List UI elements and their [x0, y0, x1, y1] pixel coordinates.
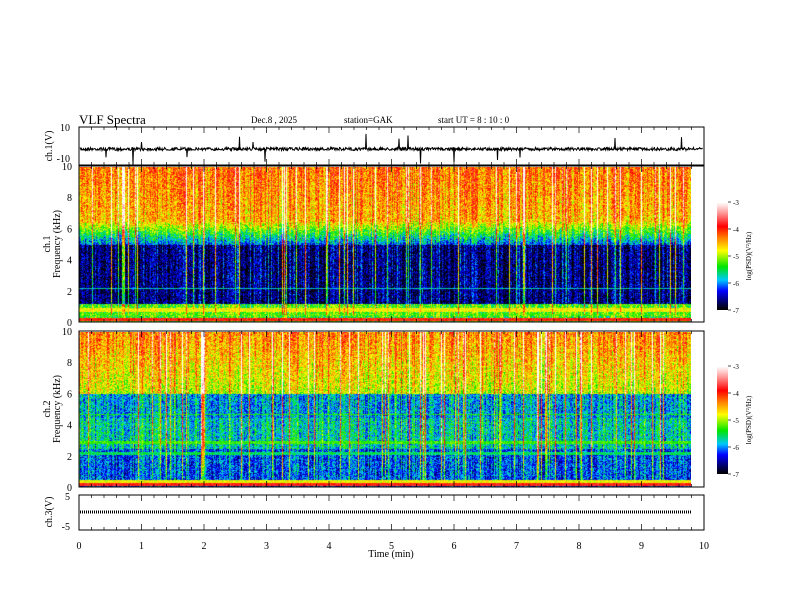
- ch1-colorbar: [717, 202, 728, 310]
- x-axis-label: Time (min): [368, 549, 413, 560]
- freq-tick-label: 2: [67, 287, 72, 298]
- ch1-spectrogram-heatmap: [79, 167, 691, 322]
- station-label: station=GAK: [344, 115, 393, 125]
- colorbar-tick-label: -6: [733, 444, 739, 452]
- ch1-spec-ylabel-2: Frequency (kHz): [52, 210, 63, 278]
- x-tick-label: 10: [699, 541, 709, 552]
- freq-tick-label: 0: [67, 483, 72, 494]
- ch2-spec-ylabel-1: ch.2: [42, 401, 53, 418]
- colorbar-tick-label: -7: [733, 471, 739, 479]
- ch2-spectrogram-heatmap: [79, 332, 691, 487]
- ch3-ytick-top: 5: [65, 492, 70, 503]
- x-tick-label: 0: [77, 541, 82, 552]
- freq-tick-label: 0: [67, 318, 72, 329]
- panel-frame: [78, 330, 705, 488]
- freq-tick-label: 8: [67, 358, 72, 369]
- freq-tick-label: 4: [67, 256, 72, 267]
- ch2-colorbar: [717, 366, 728, 474]
- x-tick-label: 9: [639, 541, 644, 552]
- panel-frame: [78, 165, 705, 323]
- ch3-ytick-bottom: -5: [62, 522, 70, 533]
- ch1-waveform-line: [79, 133, 703, 165]
- colorbar-tick-label: -7: [733, 307, 739, 315]
- ch1-colorbar-label: log(PSD)(V²/Hz): [745, 231, 753, 280]
- x-tick-label: 8: [577, 541, 582, 552]
- colorbar-tick-label: -3: [733, 199, 739, 207]
- freq-tick-label: 10: [62, 162, 72, 173]
- colorbar-tick-label: -5: [733, 417, 739, 425]
- ch1-spec-ylabel-1: ch.1: [42, 236, 53, 253]
- x-tick-label: 1: [139, 541, 144, 552]
- colorbar-tick-label: -3: [733, 363, 739, 371]
- ch1-ytick-top: 10: [60, 123, 70, 134]
- freq-tick-label: 8: [67, 193, 72, 204]
- ch3-ylabel: ch.3(V): [44, 497, 55, 528]
- freq-tick-label: 4: [67, 421, 72, 432]
- x-tick-label: 4: [327, 541, 332, 552]
- colorbar-tick-label: -4: [733, 390, 739, 398]
- x-tick-label: 7: [514, 541, 519, 552]
- start-time-label: start UT = 8 : 10 : 0: [438, 115, 510, 125]
- freq-tick-label: 6: [67, 224, 72, 235]
- colorbar-tick-label: -5: [733, 253, 739, 261]
- ch2-colorbar-label: log(PSD)(V²/Hz): [745, 395, 753, 444]
- colorbar-tick-label: -4: [733, 226, 739, 234]
- freq-tick-label: 6: [67, 389, 72, 400]
- x-tick-label: 6: [452, 541, 457, 552]
- x-tick-label: 3: [264, 541, 269, 552]
- figure-title: VLF Spectra: [79, 112, 146, 127]
- freq-tick-label: 10: [62, 327, 72, 338]
- colorbar-tick-label: -6: [733, 280, 739, 288]
- x-tick-label: 2: [202, 541, 207, 552]
- date-label: Dec.8 , 2025: [251, 115, 297, 125]
- freq-tick-label: 2: [67, 452, 72, 463]
- ch1-waveform-ylabel: ch.1(V): [44, 131, 55, 162]
- x-tick-label: 5: [389, 541, 394, 552]
- ch1-ytick-bottom: -10: [57, 154, 70, 165]
- ch2-spec-ylabel-2: Frequency (kHz): [52, 375, 63, 443]
